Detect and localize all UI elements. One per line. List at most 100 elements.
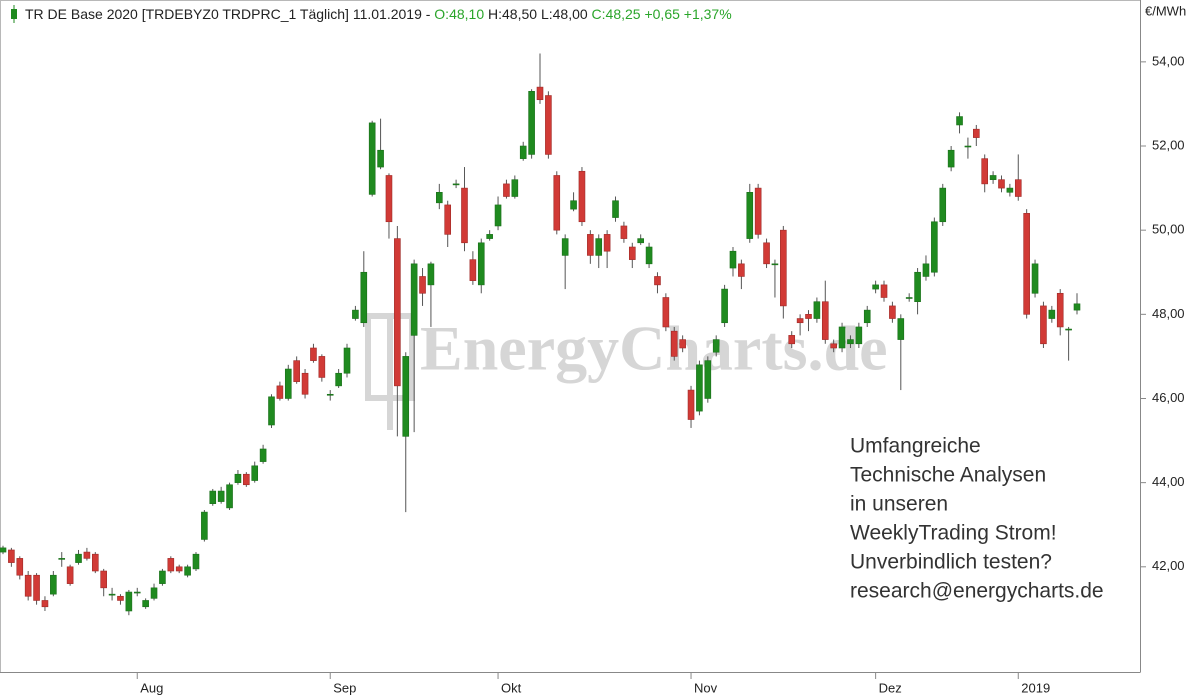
x-tick-label: Okt bbox=[501, 680, 522, 695]
candle-body bbox=[167, 558, 175, 572]
candle-body bbox=[184, 566, 191, 576]
candle-body bbox=[964, 145, 972, 148]
candle-body bbox=[494, 204, 502, 227]
candle-body bbox=[1014, 179, 1022, 197]
candle-body bbox=[763, 242, 770, 265]
annotation-line: in unseren bbox=[850, 493, 948, 516]
candle-body bbox=[612, 200, 619, 218]
candle-body bbox=[696, 364, 703, 412]
candle-body bbox=[738, 263, 745, 277]
candle-body bbox=[477, 242, 485, 286]
candle-body bbox=[855, 326, 863, 345]
candle-body bbox=[58, 558, 66, 560]
y-tick-label: 50,00 bbox=[1152, 222, 1185, 237]
candle-body bbox=[201, 511, 208, 540]
candle-body bbox=[125, 591, 133, 612]
candle-body bbox=[1031, 263, 1039, 294]
header: TR DE Base 2020 [TRDEBYZ0 TRDPRC_1 Tägli… bbox=[11, 5, 732, 23]
candle-body bbox=[142, 600, 149, 608]
candle-body bbox=[536, 86, 544, 101]
candle-body bbox=[259, 448, 267, 462]
candle-body bbox=[838, 326, 846, 349]
candle-body bbox=[234, 473, 242, 483]
candle-body bbox=[637, 238, 644, 244]
candle-body bbox=[150, 587, 158, 599]
candle-body bbox=[419, 276, 426, 294]
candle-body bbox=[0, 547, 7, 553]
candle-body bbox=[402, 356, 410, 437]
candle-body bbox=[729, 250, 737, 269]
candle-body bbox=[343, 347, 351, 374]
y-tick-label: 46,00 bbox=[1152, 390, 1185, 405]
candle-body bbox=[645, 246, 653, 265]
watermark: EnergyCharts.de bbox=[365, 313, 888, 430]
candle-body bbox=[276, 385, 284, 399]
candle-body bbox=[444, 204, 452, 235]
candle-body bbox=[335, 372, 342, 387]
candle-body bbox=[33, 574, 40, 601]
candle-body bbox=[8, 549, 15, 563]
candle-body bbox=[41, 600, 49, 608]
candle-body bbox=[670, 330, 678, 357]
x-tick-label: Aug bbox=[140, 680, 163, 695]
candle-body bbox=[620, 225, 628, 239]
candle-body bbox=[973, 128, 980, 138]
header-title: TR DE Base 2020 [TRDEBYZ0 TRDPRC_1 Tägli… bbox=[25, 6, 431, 22]
candle-body bbox=[360, 271, 368, 324]
candle-body bbox=[243, 473, 250, 486]
candle-body bbox=[284, 368, 292, 399]
header-close: C:48,25 +0,65 +1,37% bbox=[592, 6, 732, 22]
candle-body bbox=[133, 591, 141, 594]
candle-body bbox=[1023, 213, 1030, 315]
x-tick-label: Dez bbox=[879, 680, 902, 695]
candle-body bbox=[293, 360, 300, 382]
candle-body bbox=[662, 297, 670, 328]
candle-body bbox=[553, 175, 561, 231]
candle-body bbox=[721, 288, 728, 324]
candle-body bbox=[1040, 305, 1047, 345]
x-tick-label: Sep bbox=[333, 680, 356, 695]
candle-body bbox=[217, 490, 225, 502]
candle-body bbox=[872, 284, 879, 290]
candle-body bbox=[754, 187, 762, 235]
candle-body bbox=[796, 318, 804, 324]
candle-body bbox=[452, 183, 460, 186]
candle-body bbox=[268, 396, 275, 426]
candle-body bbox=[956, 116, 963, 126]
y-tick-label: 54,00 bbox=[1152, 53, 1185, 68]
candle-body bbox=[939, 187, 947, 223]
candle-body bbox=[780, 229, 787, 307]
x-tick-label: Nov bbox=[694, 680, 718, 695]
candle-body bbox=[628, 246, 636, 260]
y-tick-label: 48,00 bbox=[1152, 306, 1185, 321]
candle-body bbox=[117, 595, 124, 601]
watermark-text: EnergyCharts.de bbox=[420, 313, 888, 384]
candle-body bbox=[1065, 328, 1072, 331]
candle-body bbox=[905, 297, 913, 299]
candle-body bbox=[1056, 292, 1064, 328]
header-text: TR DE Base 2020 [TRDEBYZ0 TRDPRC_1 Tägli… bbox=[25, 6, 732, 22]
candle-body bbox=[1006, 187, 1014, 193]
candle-body bbox=[75, 553, 82, 563]
candle-body bbox=[914, 271, 921, 303]
candle-body bbox=[889, 305, 896, 319]
candle-body bbox=[595, 238, 603, 256]
candle-body bbox=[880, 284, 888, 298]
candle-body bbox=[687, 389, 695, 420]
candle-body bbox=[108, 593, 116, 596]
candle-body bbox=[326, 393, 334, 396]
candle-body bbox=[989, 175, 997, 180]
candle-body bbox=[503, 183, 510, 197]
candle-body bbox=[922, 263, 930, 277]
candle-body bbox=[469, 259, 477, 281]
candle-body bbox=[175, 566, 183, 572]
candle-body bbox=[352, 309, 359, 319]
candle-body bbox=[561, 238, 569, 256]
candle-body bbox=[159, 570, 166, 584]
candle-body bbox=[704, 360, 712, 399]
candle-body bbox=[998, 179, 1005, 189]
candle-body bbox=[16, 558, 24, 576]
